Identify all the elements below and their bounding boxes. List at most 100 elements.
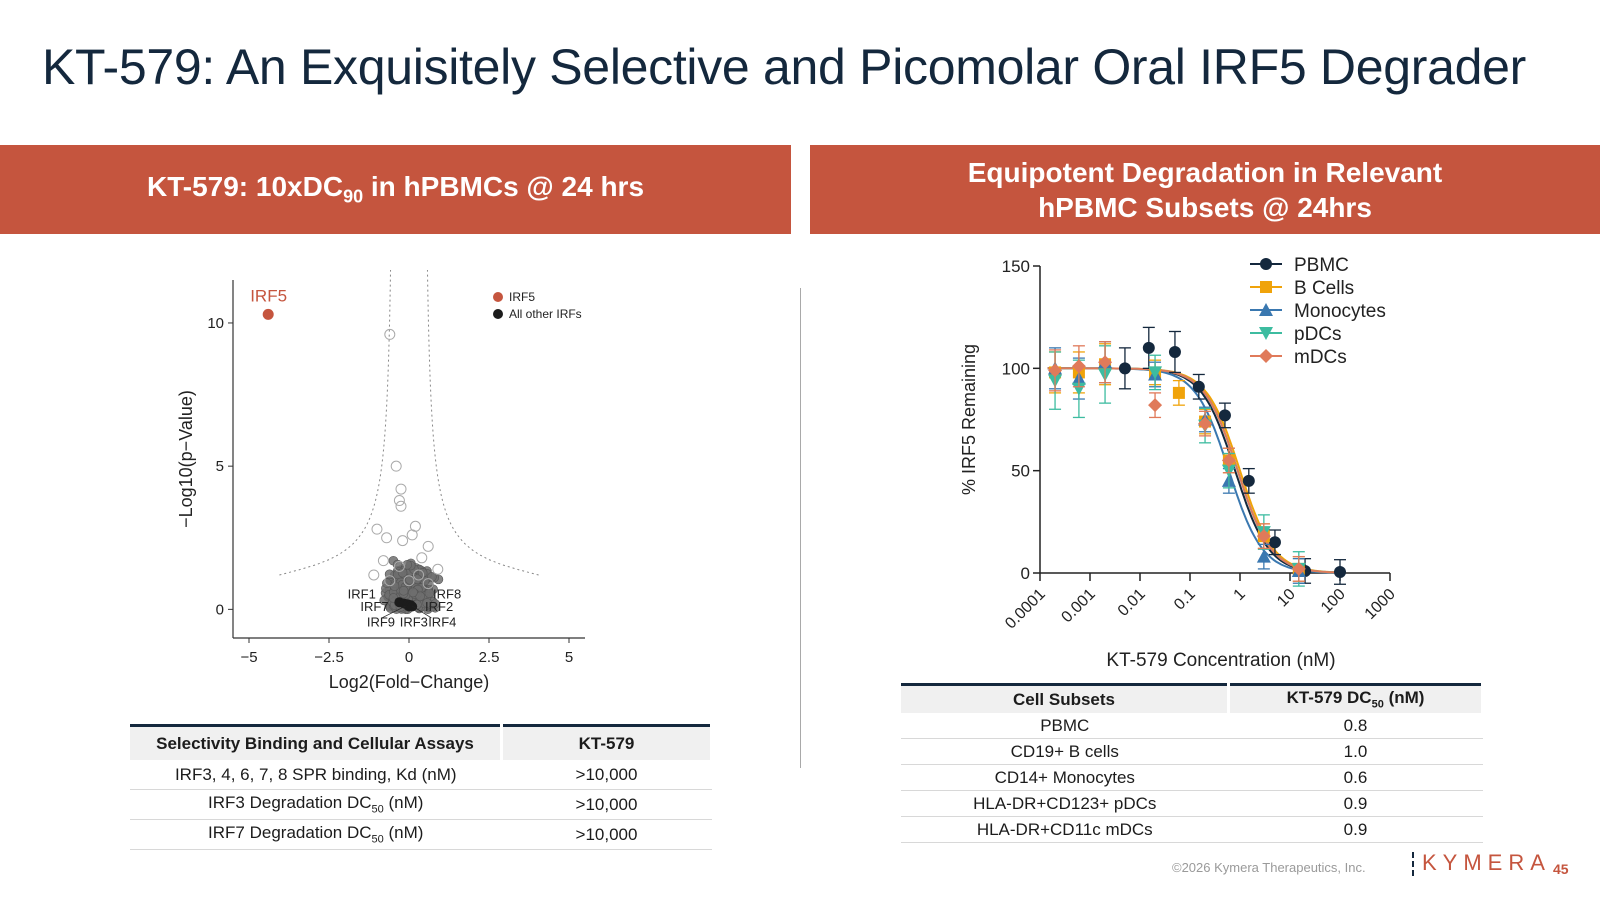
protein-point — [398, 585, 409, 596]
y-axis-label: % IRF5 Remaining — [960, 344, 979, 495]
table2-header-subsets: Cell Subsets — [901, 684, 1230, 713]
volcano-plot: −5 −2.5 0 2.5 5 0 5 10 Log2(Fold−Change) −Log10(p… — [176, 270, 585, 692]
x-tick-label: 5 — [565, 649, 573, 666]
page-number: 45 — [1553, 861, 1569, 877]
table1-cell-label: IRF3 Degradation DC50 (nM) — [130, 789, 502, 820]
irf-label: IRF9 — [367, 614, 395, 629]
data-point — [1268, 536, 1281, 549]
protein-point — [395, 500, 407, 512]
data-point — [1192, 380, 1205, 393]
irf-label: IRF7 — [360, 599, 388, 614]
right-banner: Equipotent Degradation in Relevant hPBMC… — [810, 145, 1600, 234]
dose-response-chart: 0.0001 0.001 0.01 0.1 1 10 100 1000 0 50 100 150 KT-… — [960, 255, 1399, 670]
x-tick-label: 0.1 — [1171, 586, 1199, 614]
protein-point — [416, 552, 428, 564]
legend-marker — [1260, 258, 1272, 270]
y-tick-label: 0 — [216, 601, 224, 618]
y-tick-label: 150 — [1002, 257, 1030, 276]
table1-label-text: IRF3 Degradation DC — [208, 793, 372, 813]
x-tick-label: 2.5 — [479, 649, 500, 666]
table1-cell-value: >10,000 — [501, 819, 712, 850]
irf-label: IRF2 — [425, 599, 453, 614]
data-point — [1071, 382, 1086, 396]
table-row: HLA-DR+CD123+ pDCs 0.9 — [901, 790, 1483, 817]
irf-label: IRF1 — [348, 587, 376, 602]
table1-label-unit: (nM) — [383, 793, 424, 813]
x-tick-label: −2.5 — [314, 649, 344, 666]
x-tick-label: 0.0001 — [1002, 586, 1049, 633]
data-point — [1218, 409, 1231, 422]
x-tick-label: 1 — [1231, 586, 1249, 604]
data-point — [1118, 362, 1131, 375]
table-row: HLA-DR+CD11c mDCs 0.9 — [901, 816, 1483, 843]
x-axis-label: KT-579 Concentration (nM) — [1106, 650, 1335, 670]
table1-cell-label: IRF7 Degradation DC50 (nM) — [130, 819, 502, 850]
y-tick-label: 50 — [1011, 462, 1030, 481]
left-banner-sub: 90 — [343, 186, 364, 207]
table1-label-unit: (nM) — [383, 823, 424, 843]
table2-cell-label: HLA-DR+CD11c mDCs — [901, 816, 1229, 843]
y-tick-label: 5 — [216, 458, 224, 475]
data-point — [1098, 355, 1113, 370]
irf5-label: IRF5 — [250, 286, 287, 305]
legend-marker — [1259, 327, 1273, 340]
threshold-curve-right — [426, 270, 539, 576]
table1-cell-value: >10,000 — [501, 760, 712, 790]
table-row: IRF7 Degradation DC50 (nM) >10,000 — [130, 819, 712, 850]
kymera-logo: KYMERA — [1422, 850, 1551, 875]
table-row: IRF3, 4, 6, 7, 8 SPR binding, Kd (nM) >1… — [130, 760, 712, 790]
irf-leader-line — [381, 605, 406, 619]
protein-point — [422, 578, 434, 590]
irf5-point — [262, 308, 274, 320]
x-tick-label: 0 — [405, 649, 413, 666]
table2-cell-label: HLA-DR+CD123+ pDCs — [901, 790, 1229, 817]
table2-cell-value: 1.0 — [1228, 738, 1483, 765]
legend-label: mDCs — [1294, 347, 1347, 368]
panel-divider — [800, 288, 801, 768]
x-tick-label: −5 — [240, 649, 257, 666]
protein-point — [393, 495, 405, 507]
legend-label: pDCs — [1294, 324, 1342, 345]
data-point — [1048, 363, 1063, 378]
table-row: CD19+ B cells 1.0 — [901, 738, 1483, 765]
protein-point — [406, 529, 418, 541]
table-row: IRF3 Degradation DC50 (nM) >10,000 — [130, 789, 712, 820]
legend-label: IRF5 — [509, 290, 535, 304]
data-point — [1148, 398, 1163, 413]
table2-cell-label: PBMC — [901, 713, 1229, 739]
legend-label: B Cells — [1294, 278, 1354, 299]
protein-point — [393, 560, 405, 572]
x-tick-label: 1000 — [1362, 586, 1399, 623]
table-row: CD14+ Monocytes 0.6 — [901, 764, 1483, 791]
data-point — [1334, 565, 1346, 578]
table1-label-sub: 50 — [371, 833, 384, 846]
legend-marker — [493, 292, 503, 302]
irf-leader-line — [411, 605, 432, 619]
legend-marker — [493, 309, 503, 319]
protein-point — [422, 540, 434, 552]
left-banner: KT-579: 10xDC90 in hPBMCs @ 24 hrs — [0, 145, 791, 234]
right-banner-line1: Equipotent Degradation in Relevant — [967, 156, 1443, 188]
protein-point — [397, 567, 408, 578]
table2-cell-value: 0.9 — [1228, 790, 1483, 817]
protein-point — [413, 569, 425, 581]
protein-point — [390, 460, 402, 472]
y-tick-label: 0 — [1021, 564, 1030, 583]
data-point — [1172, 386, 1185, 399]
protein-point — [384, 575, 396, 587]
data-point — [1142, 341, 1155, 354]
protein-point — [397, 535, 409, 547]
legend-marker — [1259, 349, 1273, 363]
table-row: PBMC 0.8 — [901, 713, 1483, 739]
protein-point — [395, 483, 407, 495]
y-tick-label: 10 — [207, 315, 224, 332]
irf-label: IRF4 — [428, 614, 456, 629]
data-point — [1256, 529, 1271, 544]
data-point — [1221, 453, 1236, 468]
x-tick-label: 0.01 — [1115, 586, 1149, 620]
protein-point — [403, 575, 415, 587]
data-point — [1168, 345, 1181, 358]
threshold-curve-left — [279, 270, 392, 576]
protein-point — [422, 598, 432, 608]
legend-marker — [1259, 303, 1273, 316]
